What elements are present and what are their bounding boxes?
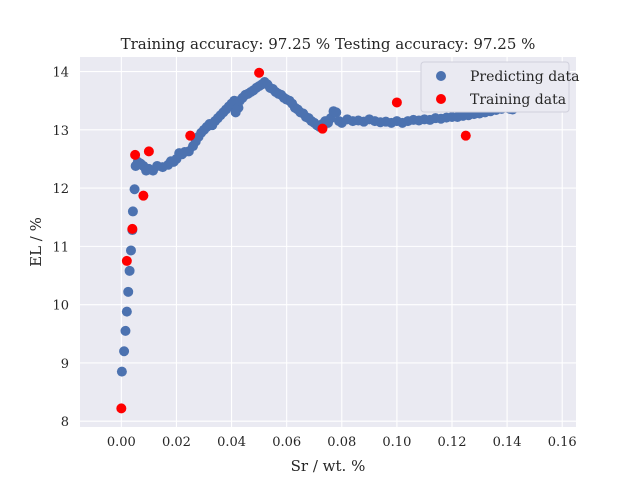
training-point bbox=[138, 190, 149, 201]
x-tick-label: 0.04 bbox=[217, 435, 246, 450]
training-point bbox=[391, 97, 402, 108]
training-point bbox=[143, 146, 154, 157]
grid bbox=[80, 57, 576, 427]
x-tick-label: 0.14 bbox=[493, 435, 522, 450]
training-point bbox=[317, 123, 328, 134]
predicting-point bbox=[121, 306, 132, 317]
y-tick-label: 8 bbox=[61, 415, 69, 430]
predicting-point bbox=[116, 366, 127, 377]
training-point bbox=[121, 255, 132, 266]
predicting-point bbox=[123, 286, 134, 297]
tick-labels: 0.00 0.02 0.04 0.06 0.08 0.10 0.12 0.14 0.16 8 9 10… bbox=[52, 66, 576, 450]
x-tick-label: 0.16 bbox=[548, 435, 577, 450]
y-tick-label: 9 bbox=[61, 357, 69, 372]
training-point bbox=[116, 403, 127, 414]
y-tick-label: 10 bbox=[52, 299, 69, 314]
chart-title: Training accuracy: 97.25 % Testing accur… bbox=[121, 35, 536, 53]
predicting-point bbox=[129, 184, 140, 195]
training-point bbox=[127, 223, 138, 234]
training-point bbox=[460, 130, 471, 141]
predicting-point bbox=[120, 325, 131, 336]
legend-marker-predicting bbox=[436, 71, 446, 81]
y-axis-label: EL / % bbox=[27, 217, 45, 267]
predicting-point bbox=[331, 107, 342, 118]
legend-marker-training bbox=[436, 94, 446, 104]
legend-label-predicting: Predicting data bbox=[470, 69, 580, 85]
predicting-point bbox=[124, 265, 135, 276]
y-tick-label: 13 bbox=[52, 124, 69, 139]
training-point bbox=[254, 67, 265, 78]
x-tick-label: 0.08 bbox=[327, 435, 356, 450]
y-tick-label: 12 bbox=[52, 182, 69, 197]
x-tick-label: 0.12 bbox=[438, 435, 467, 450]
x-tick-label: 0.06 bbox=[272, 435, 301, 450]
legend: Predicting data Training data bbox=[420, 61, 580, 113]
y-tick-label: 14 bbox=[52, 66, 69, 81]
y-tick-label: 11 bbox=[52, 240, 69, 255]
x-tick-label: 0.02 bbox=[162, 435, 191, 450]
x-tick-label: 0.10 bbox=[382, 435, 411, 450]
x-tick-label: 0.00 bbox=[107, 435, 136, 450]
x-axis-label: Sr / wt. % bbox=[291, 457, 366, 475]
predicting-point bbox=[125, 245, 136, 256]
predicting-point bbox=[127, 206, 138, 217]
legend-label-training: Training data bbox=[470, 92, 566, 108]
training-point bbox=[130, 149, 141, 160]
legend-box bbox=[420, 61, 570, 113]
training-point bbox=[185, 130, 196, 141]
predicting-point bbox=[119, 346, 130, 357]
